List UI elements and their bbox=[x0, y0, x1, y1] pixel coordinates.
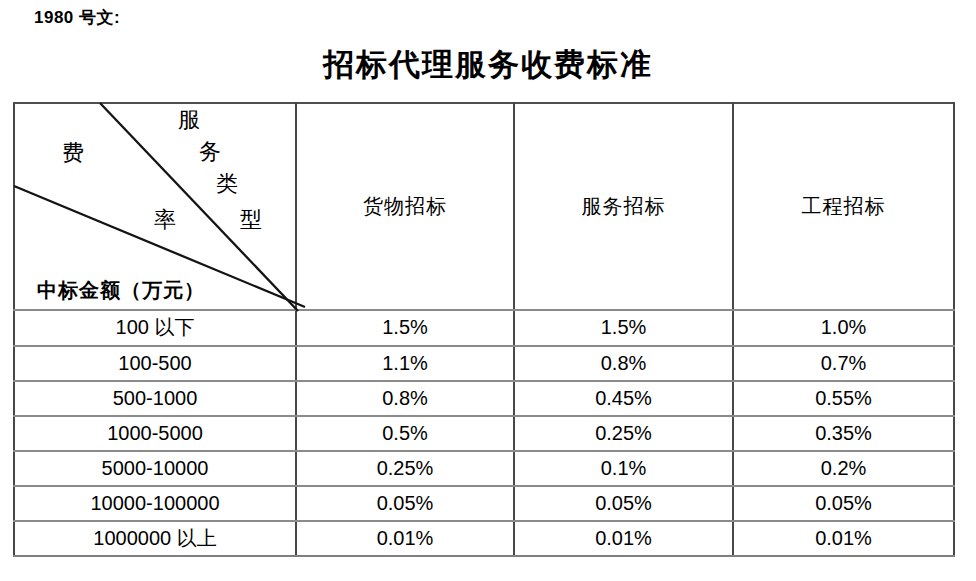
table-row: 100 以下 1.5% 1.5% 1.0% bbox=[14, 310, 954, 345]
fee-table: 服 务 类 型 费 率 中标金额（万元） 货物招标 服务招标 工程招标 100 … bbox=[13, 102, 955, 557]
column-header-works: 工程招标 bbox=[733, 103, 954, 310]
fee-cell: 0.8% bbox=[514, 346, 733, 381]
table-row: 5000-10000 0.25% 0.1% 0.2% bbox=[14, 451, 954, 486]
document-page: 1980 号文: 招标代理服务收费标准 服 务 类 bbox=[0, 0, 976, 581]
row-amount-range: 500-1000 bbox=[14, 381, 296, 416]
fee-cell: 0.7% bbox=[733, 346, 954, 381]
fee-cell: 0.2% bbox=[733, 451, 954, 486]
table-corner-cell: 服 务 类 型 费 率 中标金额（万元） bbox=[14, 103, 296, 310]
fee-cell: 1.5% bbox=[514, 310, 733, 345]
column-header-services: 服务招标 bbox=[514, 103, 733, 310]
table-row: 10000-100000 0.05% 0.05% 0.05% bbox=[14, 486, 954, 521]
fee-cell: 1.0% bbox=[733, 310, 954, 345]
fee-cell: 0.1% bbox=[514, 451, 733, 486]
corner-label-amount: 中标金额（万元） bbox=[37, 277, 205, 304]
fee-cell: 0.05% bbox=[296, 486, 514, 521]
row-amount-range: 5000-10000 bbox=[14, 451, 296, 486]
row-amount-range: 100-500 bbox=[14, 346, 296, 381]
corner-label-rate-char: 率 bbox=[154, 209, 176, 231]
table-header-row: 服 务 类 型 费 率 中标金额（万元） 货物招标 服务招标 工程招标 bbox=[14, 103, 954, 310]
table-row: 100-500 1.1% 0.8% 0.7% bbox=[14, 346, 954, 381]
fee-cell: 0.01% bbox=[514, 521, 733, 556]
fee-cell: 0.55% bbox=[733, 381, 954, 416]
fee-cell: 0.45% bbox=[514, 381, 733, 416]
row-amount-range: 1000000 以上 bbox=[14, 521, 296, 556]
corner-label-rate-char: 费 bbox=[62, 142, 84, 164]
corner-cell-content: 服 务 类 型 费 率 中标金额（万元） bbox=[15, 104, 295, 309]
fee-cell: 0.5% bbox=[296, 416, 514, 451]
fee-cell: 0.35% bbox=[733, 416, 954, 451]
table-row: 1000000 以上 0.01% 0.01% 0.01% bbox=[14, 521, 954, 556]
column-header-goods: 货物招标 bbox=[296, 103, 514, 310]
row-amount-range: 10000-100000 bbox=[14, 486, 296, 521]
row-amount-range: 1000-5000 bbox=[14, 416, 296, 451]
table-row: 1000-5000 0.5% 0.25% 0.35% bbox=[14, 416, 954, 451]
corner-label-service-type-char: 类 bbox=[216, 173, 238, 195]
fee-cell: 0.25% bbox=[514, 416, 733, 451]
fee-cell: 1.5% bbox=[296, 310, 514, 345]
corner-label-service-type-char: 务 bbox=[199, 141, 221, 163]
fee-cell: 0.05% bbox=[733, 486, 954, 521]
fee-cell: 1.1% bbox=[296, 346, 514, 381]
table-row: 500-1000 0.8% 0.45% 0.55% bbox=[14, 381, 954, 416]
fee-cell: 0.01% bbox=[733, 521, 954, 556]
fee-cell: 0.25% bbox=[296, 451, 514, 486]
row-amount-range: 100 以下 bbox=[14, 310, 296, 345]
page-title: 招标代理服务收费标准 bbox=[0, 44, 976, 86]
doc-number: 1980 号文: bbox=[34, 6, 120, 29]
fee-cell: 0.8% bbox=[296, 381, 514, 416]
corner-label-service-type-char: 服 bbox=[178, 109, 200, 131]
fee-cell: 0.05% bbox=[514, 486, 733, 521]
corner-label-service-type-char: 型 bbox=[240, 209, 262, 231]
fee-cell: 0.01% bbox=[296, 521, 514, 556]
